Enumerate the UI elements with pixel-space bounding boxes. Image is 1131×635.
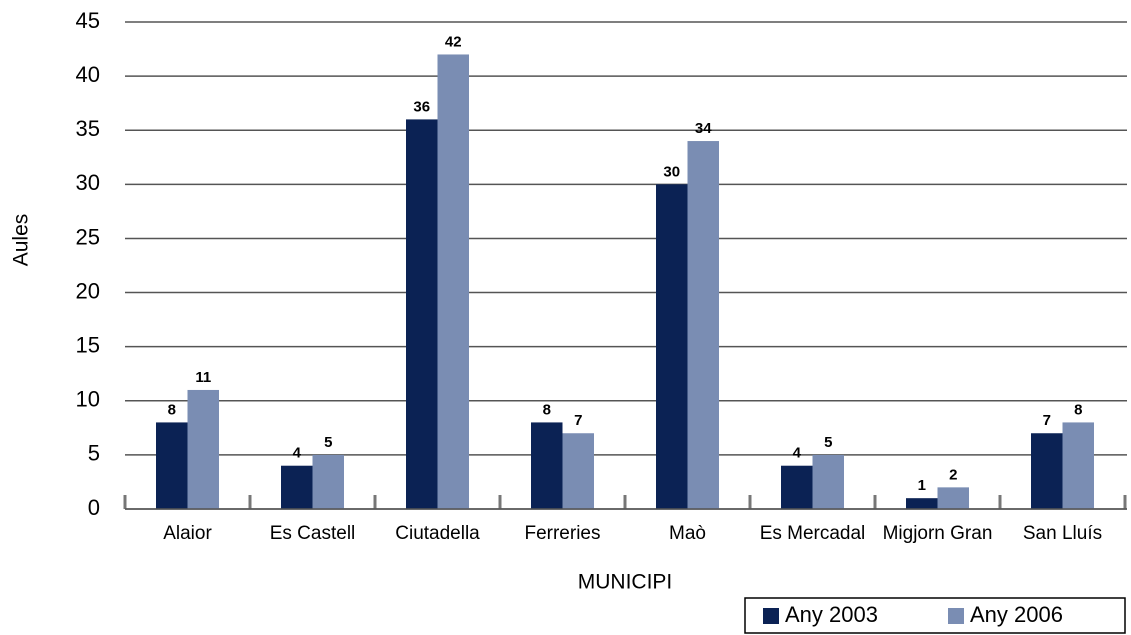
data-label: 4 bbox=[293, 445, 302, 462]
bar bbox=[437, 54, 469, 509]
y-tick-label: 20 bbox=[76, 278, 100, 303]
x-axis-title: MUNICIPI bbox=[578, 571, 673, 594]
data-label: 11 bbox=[195, 369, 211, 386]
y-axis-title: Aules bbox=[10, 214, 33, 267]
bar bbox=[156, 422, 188, 509]
bar bbox=[312, 454, 344, 509]
y-tick-label: 15 bbox=[76, 332, 100, 357]
y-tick-label: 5 bbox=[88, 441, 100, 466]
legend-swatch bbox=[763, 608, 779, 624]
x-tick-label: Alaior bbox=[163, 523, 212, 544]
bar bbox=[687, 141, 719, 510]
data-label: 7 bbox=[1043, 412, 1051, 429]
y-tick-label: 0 bbox=[88, 495, 100, 520]
legend-label: Any 2003 bbox=[785, 602, 878, 627]
x-tick-label: Es Mercadal bbox=[760, 523, 866, 544]
data-label: 1 bbox=[918, 477, 926, 494]
legend-label: Any 2006 bbox=[970, 602, 1063, 627]
legend-box bbox=[744, 597, 1126, 634]
x-tick-label: Maò bbox=[669, 523, 706, 544]
y-tick-label: 40 bbox=[76, 62, 100, 87]
bar bbox=[937, 487, 969, 509]
data-label: 2 bbox=[949, 466, 957, 483]
bar bbox=[406, 119, 438, 510]
y-tick-label: 35 bbox=[76, 116, 100, 141]
data-label: 36 bbox=[413, 98, 430, 115]
x-tick-label: Migjorn Gran bbox=[883, 523, 993, 544]
data-label: 8 bbox=[543, 401, 551, 418]
y-tick-label: 30 bbox=[76, 170, 100, 195]
data-label: 4 bbox=[793, 445, 802, 462]
y-tick-label: 10 bbox=[76, 387, 100, 412]
bar bbox=[281, 465, 313, 509]
bar bbox=[531, 422, 563, 509]
x-tick-label: Es Castell bbox=[270, 523, 356, 544]
y-tick-label: 25 bbox=[76, 224, 100, 249]
bar bbox=[1062, 422, 1094, 509]
bar bbox=[1031, 433, 1063, 509]
data-label: 30 bbox=[663, 163, 680, 180]
legend-swatch bbox=[948, 608, 964, 624]
x-tick-label: Ferreries bbox=[524, 523, 600, 544]
bar bbox=[812, 454, 844, 509]
data-label: 8 bbox=[168, 401, 176, 418]
bar bbox=[781, 465, 813, 509]
bar bbox=[656, 184, 688, 510]
bar bbox=[187, 389, 219, 509]
bar bbox=[562, 433, 594, 509]
y-tick-label: 45 bbox=[76, 8, 100, 33]
data-label: 8 bbox=[1074, 401, 1082, 418]
data-label: 5 bbox=[824, 434, 832, 451]
data-label: 42 bbox=[445, 33, 462, 50]
x-tick-label: San Lluís bbox=[1023, 523, 1102, 544]
data-label: 7 bbox=[574, 412, 582, 429]
data-label: 34 bbox=[695, 120, 712, 137]
bar bbox=[906, 498, 938, 509]
data-label: 5 bbox=[324, 434, 332, 451]
x-tick-label: Ciutadella bbox=[395, 523, 480, 544]
